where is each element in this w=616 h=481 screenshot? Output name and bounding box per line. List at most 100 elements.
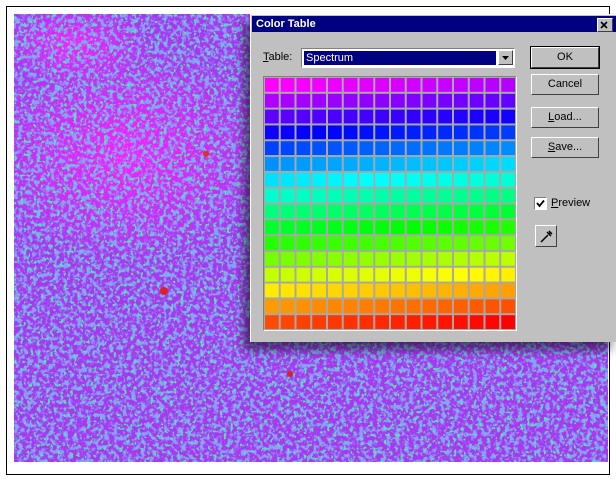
color-swatch[interactable] <box>454 93 468 108</box>
color-swatch[interactable] <box>469 236 484 250</box>
color-swatch[interactable] <box>343 125 358 140</box>
color-swatch[interactable] <box>406 315 421 329</box>
color-swatch[interactable] <box>391 78 405 92</box>
color-swatch[interactable] <box>343 188 358 203</box>
color-swatch[interactable] <box>280 283 295 298</box>
color-swatch[interactable] <box>485 267 500 282</box>
color-swatch[interactable] <box>265 299 279 314</box>
color-swatch[interactable] <box>280 157 295 171</box>
color-swatch[interactable] <box>454 125 468 140</box>
color-swatch[interactable] <box>469 93 484 108</box>
color-swatch[interactable] <box>469 251 484 266</box>
table-dropdown[interactable]: Spectrum <box>301 48 515 68</box>
color-swatch[interactable] <box>422 141 437 156</box>
color-swatch[interactable] <box>422 236 437 250</box>
color-swatch[interactable] <box>375 283 389 298</box>
color-swatch[interactable] <box>296 267 311 282</box>
color-swatch[interactable] <box>296 125 311 140</box>
color-swatch[interactable] <box>265 267 279 282</box>
color-swatch[interactable] <box>501 251 515 266</box>
color-swatch[interactable] <box>469 172 484 187</box>
color-swatch[interactable] <box>422 93 437 108</box>
color-swatch[interactable] <box>375 220 389 235</box>
color-swatch[interactable] <box>422 299 437 314</box>
color-swatch[interactable] <box>280 78 295 92</box>
color-swatch[interactable] <box>280 267 295 282</box>
color-swatch[interactable] <box>422 220 437 235</box>
color-swatch[interactable] <box>454 188 468 203</box>
color-swatch[interactable] <box>343 93 358 108</box>
color-swatch[interactable] <box>375 299 389 314</box>
color-swatch[interactable] <box>406 188 421 203</box>
color-swatch[interactable] <box>391 172 405 187</box>
color-swatch[interactable] <box>422 109 437 124</box>
color-swatch[interactable] <box>454 251 468 266</box>
color-swatch[interactable] <box>343 267 358 282</box>
color-swatch[interactable] <box>469 299 484 314</box>
color-swatch[interactable] <box>312 315 326 329</box>
color-swatch[interactable] <box>343 236 358 250</box>
color-swatch[interactable] <box>454 141 468 156</box>
color-swatch[interactable] <box>280 251 295 266</box>
color-swatch[interactable] <box>438 93 452 108</box>
color-swatch[interactable] <box>469 315 484 329</box>
color-swatch[interactable] <box>296 315 311 329</box>
color-swatch[interactable] <box>422 267 437 282</box>
color-swatch[interactable] <box>296 236 311 250</box>
color-swatch[interactable] <box>406 157 421 171</box>
color-swatch[interactable] <box>343 299 358 314</box>
color-swatch[interactable] <box>375 251 389 266</box>
color-swatch[interactable] <box>454 172 468 187</box>
color-swatch[interactable] <box>469 204 484 219</box>
color-swatch[interactable] <box>438 188 452 203</box>
color-swatch[interactable] <box>328 315 342 329</box>
color-swatch[interactable] <box>328 78 342 92</box>
color-swatch[interactable] <box>296 299 311 314</box>
color-swatch[interactable] <box>454 220 468 235</box>
color-swatch[interactable] <box>296 172 311 187</box>
color-swatch[interactable] <box>391 220 405 235</box>
color-swatch[interactable] <box>438 125 452 140</box>
color-swatch[interactable] <box>343 141 358 156</box>
color-swatch[interactable] <box>454 109 468 124</box>
color-swatch[interactable] <box>343 204 358 219</box>
color-swatch[interactable] <box>359 78 374 92</box>
color-swatch[interactable] <box>359 188 374 203</box>
color-grid[interactable] <box>263 76 517 331</box>
color-swatch[interactable] <box>422 315 437 329</box>
color-swatch[interactable] <box>328 251 342 266</box>
color-swatch[interactable] <box>265 204 279 219</box>
color-swatch[interactable] <box>454 299 468 314</box>
color-swatch[interactable] <box>454 283 468 298</box>
color-swatch[interactable] <box>296 251 311 266</box>
checkbox[interactable] <box>534 197 547 210</box>
color-swatch[interactable] <box>296 220 311 235</box>
color-swatch[interactable] <box>328 267 342 282</box>
color-swatch[interactable] <box>485 78 500 92</box>
color-swatch[interactable] <box>485 141 500 156</box>
color-swatch[interactable] <box>265 251 279 266</box>
color-swatch[interactable] <box>312 251 326 266</box>
color-swatch[interactable] <box>485 299 500 314</box>
color-swatch[interactable] <box>501 78 515 92</box>
color-swatch[interactable] <box>501 157 515 171</box>
color-swatch[interactable] <box>391 125 405 140</box>
color-swatch[interactable] <box>328 220 342 235</box>
color-swatch[interactable] <box>485 188 500 203</box>
color-swatch[interactable] <box>359 157 374 171</box>
color-swatch[interactable] <box>406 172 421 187</box>
color-swatch[interactable] <box>422 251 437 266</box>
color-swatch[interactable] <box>469 157 484 171</box>
color-swatch[interactable] <box>438 204 452 219</box>
color-swatch[interactable] <box>375 93 389 108</box>
color-swatch[interactable] <box>485 204 500 219</box>
color-swatch[interactable] <box>265 220 279 235</box>
color-swatch[interactable] <box>391 315 405 329</box>
color-swatch[interactable] <box>375 172 389 187</box>
color-swatch[interactable] <box>469 220 484 235</box>
color-swatch[interactable] <box>265 236 279 250</box>
color-swatch[interactable] <box>501 299 515 314</box>
color-swatch[interactable] <box>469 109 484 124</box>
color-swatch[interactable] <box>501 204 515 219</box>
color-swatch[interactable] <box>391 204 405 219</box>
